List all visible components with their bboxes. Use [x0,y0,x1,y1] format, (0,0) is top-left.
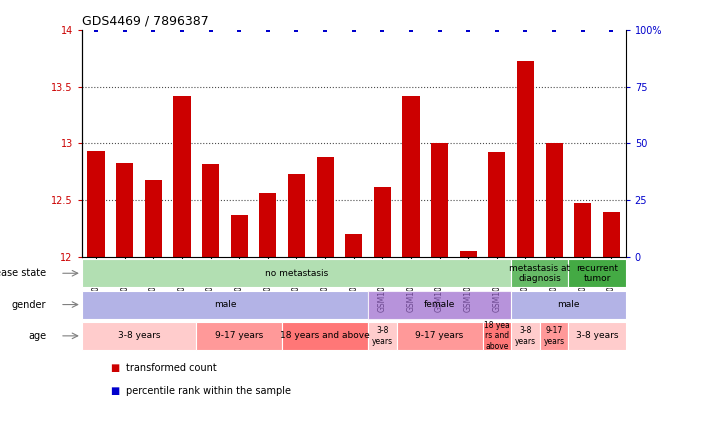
Point [119,26,130,33]
Point [577,26,589,33]
Bar [402,96,419,257]
Bar [116,163,133,257]
Point [176,26,188,33]
FancyBboxPatch shape [540,322,568,350]
Text: 3-8 years: 3-8 years [576,331,619,341]
Bar [173,96,191,257]
Text: gender: gender [12,299,46,310]
Point [291,26,302,33]
Bar [316,157,333,257]
Text: disease state: disease state [0,268,46,278]
Bar [574,203,592,257]
Bar [145,180,162,257]
FancyBboxPatch shape [368,322,397,350]
Point [606,26,617,33]
Point [319,26,331,33]
FancyBboxPatch shape [196,322,282,350]
FancyBboxPatch shape [282,322,368,350]
Point [491,26,503,33]
Bar [230,215,248,257]
Bar [545,143,562,257]
Text: age: age [28,331,46,341]
Point [148,26,159,33]
Bar [488,153,506,257]
Point [205,26,216,33]
FancyBboxPatch shape [82,259,511,287]
Text: male: male [557,300,579,309]
Point [233,26,245,33]
FancyBboxPatch shape [568,259,626,287]
Text: 3-8 years: 3-8 years [118,331,160,341]
Text: male: male [213,300,236,309]
Bar [517,61,534,257]
Text: 18 years and above: 18 years and above [280,331,370,341]
Text: 9-17 years: 9-17 years [415,331,464,341]
Text: percentile rank within the sample: percentile rank within the sample [126,386,291,396]
Text: recurrent
tumor: recurrent tumor [576,264,618,283]
Bar [202,164,219,257]
Text: ■: ■ [110,386,119,396]
Point [520,26,531,33]
Point [377,26,388,33]
Point [548,26,560,33]
Point [262,26,274,33]
Bar [374,187,391,257]
Text: 18 yea
rs and
above: 18 yea rs and above [484,321,510,351]
Text: GDS4469 / 7896387: GDS4469 / 7896387 [82,14,208,27]
Point [90,26,102,33]
FancyBboxPatch shape [568,322,626,350]
Bar [603,212,620,257]
Bar [345,234,363,257]
Bar [260,193,277,257]
Bar [431,143,448,257]
FancyBboxPatch shape [368,291,511,319]
Text: female: female [424,300,455,309]
Text: 3-8
years: 3-8 years [372,326,393,346]
Text: 3-8
years: 3-8 years [515,326,536,346]
FancyBboxPatch shape [511,259,568,287]
FancyBboxPatch shape [82,322,196,350]
Point [463,26,474,33]
Text: 9-17
years: 9-17 years [543,326,565,346]
Text: no metastasis: no metastasis [264,269,328,278]
FancyBboxPatch shape [82,291,368,319]
Point [348,26,359,33]
Text: 9-17 years: 9-17 years [215,331,263,341]
Text: metastasis at
diagnosis: metastasis at diagnosis [509,264,570,283]
FancyBboxPatch shape [397,322,483,350]
Text: ■: ■ [110,363,119,373]
Bar [288,174,305,257]
Point [405,26,417,33]
FancyBboxPatch shape [511,322,540,350]
Text: transformed count: transformed count [126,363,217,373]
FancyBboxPatch shape [483,322,511,350]
Bar [459,252,477,257]
FancyBboxPatch shape [511,291,626,319]
Bar [87,151,105,257]
Point [434,26,445,33]
